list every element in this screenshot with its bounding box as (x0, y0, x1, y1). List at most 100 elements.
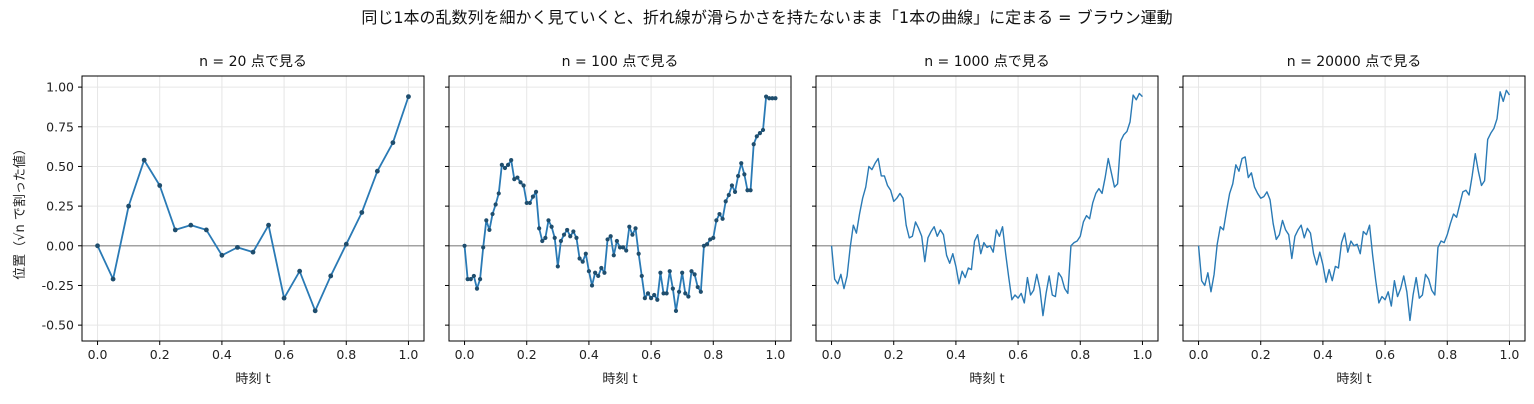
data-point (141, 157, 147, 163)
data-point (219, 252, 225, 258)
data-point (658, 270, 663, 275)
data-point (742, 172, 747, 177)
data-point (574, 235, 579, 240)
data-point (723, 199, 728, 204)
data-point (736, 173, 741, 179)
y-tick-label: -0.25 (42, 278, 74, 293)
data-point (692, 272, 697, 277)
data-point (624, 248, 629, 253)
data-point (642, 296, 647, 301)
data-point (627, 224, 632, 229)
data-point (172, 227, 178, 233)
data-point (509, 158, 514, 163)
data-point (474, 286, 480, 291)
data-point (266, 222, 271, 228)
data-point (621, 245, 626, 250)
data-point (312, 308, 318, 314)
axes-frame (1182, 75, 1526, 342)
x-tick-label: 0.8 (1070, 347, 1090, 362)
data-point (764, 94, 769, 99)
y-tick-label: 0.00 (46, 238, 74, 253)
data-point (729, 183, 735, 188)
data-point (568, 234, 573, 239)
data-point (188, 222, 194, 228)
data-point (481, 245, 486, 250)
x-tick-label: 0.4 (946, 347, 966, 362)
data-point (565, 227, 570, 233)
data-point (739, 161, 744, 166)
panels: 0.0 0.2 0.4 0.6 0.8 1.0 -0.50 -0.25 0.00 0.25 0.50… (42, 54, 1526, 387)
data-point (126, 203, 132, 209)
data-point (406, 94, 411, 100)
x-tick-label: 0.6 (1375, 347, 1395, 362)
y-tick-label: 0.25 (46, 199, 74, 214)
data-point (540, 238, 545, 244)
x-axis-label: 時刻 t (235, 372, 270, 387)
x-tick-label: 0.6 (1008, 347, 1028, 362)
series-line (96, 96, 410, 312)
data-point (645, 291, 651, 296)
data-point (667, 269, 672, 274)
x-tick-label: 0.6 (274, 347, 294, 362)
data-point (521, 183, 526, 188)
data-point (596, 273, 601, 279)
y-tick-label: 1.00 (46, 80, 74, 95)
data-point (558, 238, 564, 244)
data-point (767, 96, 772, 101)
data-point (726, 192, 731, 198)
x-tick-label: 0.4 (212, 347, 232, 362)
data-point (462, 243, 467, 248)
data-point (518, 180, 523, 185)
data-point (708, 237, 713, 242)
data-point (773, 96, 778, 101)
data-point (527, 200, 532, 206)
data-point (95, 243, 100, 249)
data-point (593, 270, 598, 275)
data-point (714, 218, 719, 223)
series-line (463, 95, 776, 312)
data-point (586, 269, 592, 274)
data-point (543, 235, 548, 240)
data-point (745, 188, 750, 193)
x-tick-label: 0.8 (1437, 347, 1457, 362)
panel-title: n = 1000 点で見る (924, 54, 1050, 70)
panel-title: n = 20000 点で見る (1287, 54, 1422, 70)
data-point (683, 291, 688, 296)
series-line (830, 92, 1143, 317)
data-point (636, 251, 641, 256)
data-point (496, 191, 501, 196)
data-point (235, 244, 240, 250)
panel-1: 0.0 0.2 0.4 0.6 0.8 1.0 -0.50 -0.25 0.00 0.25 0.50… (42, 54, 425, 387)
x-tick-label: 0.4 (1313, 347, 1333, 362)
x-tick-label: 0.0 (88, 347, 108, 362)
data-point (552, 235, 557, 240)
data-point (343, 241, 349, 247)
data-point (676, 289, 682, 294)
data-point (701, 243, 707, 248)
data-point (757, 131, 763, 136)
data-point (471, 273, 476, 279)
data-point (374, 168, 380, 174)
data-point (760, 127, 766, 133)
data-point (512, 177, 517, 182)
data-point (487, 227, 492, 233)
axes-frame (815, 75, 1159, 342)
x-tick-label: 1.0 (766, 347, 786, 362)
data-point (652, 292, 657, 298)
data-point (633, 226, 638, 231)
y-tick-label: 0.75 (46, 119, 74, 134)
y-axis-label: 位置（√n で割った値） (12, 142, 28, 280)
data-point (611, 253, 616, 258)
panel-title: n = 100 点で見る (562, 54, 679, 70)
data-point (493, 202, 498, 207)
data-point (157, 183, 163, 188)
data-point (110, 276, 116, 282)
data-point (589, 283, 595, 288)
x-tick-label: 0.2 (1251, 347, 1271, 362)
x-tick-label: 1.0 (1133, 347, 1153, 362)
data-point (711, 235, 716, 240)
data-point (673, 308, 679, 313)
